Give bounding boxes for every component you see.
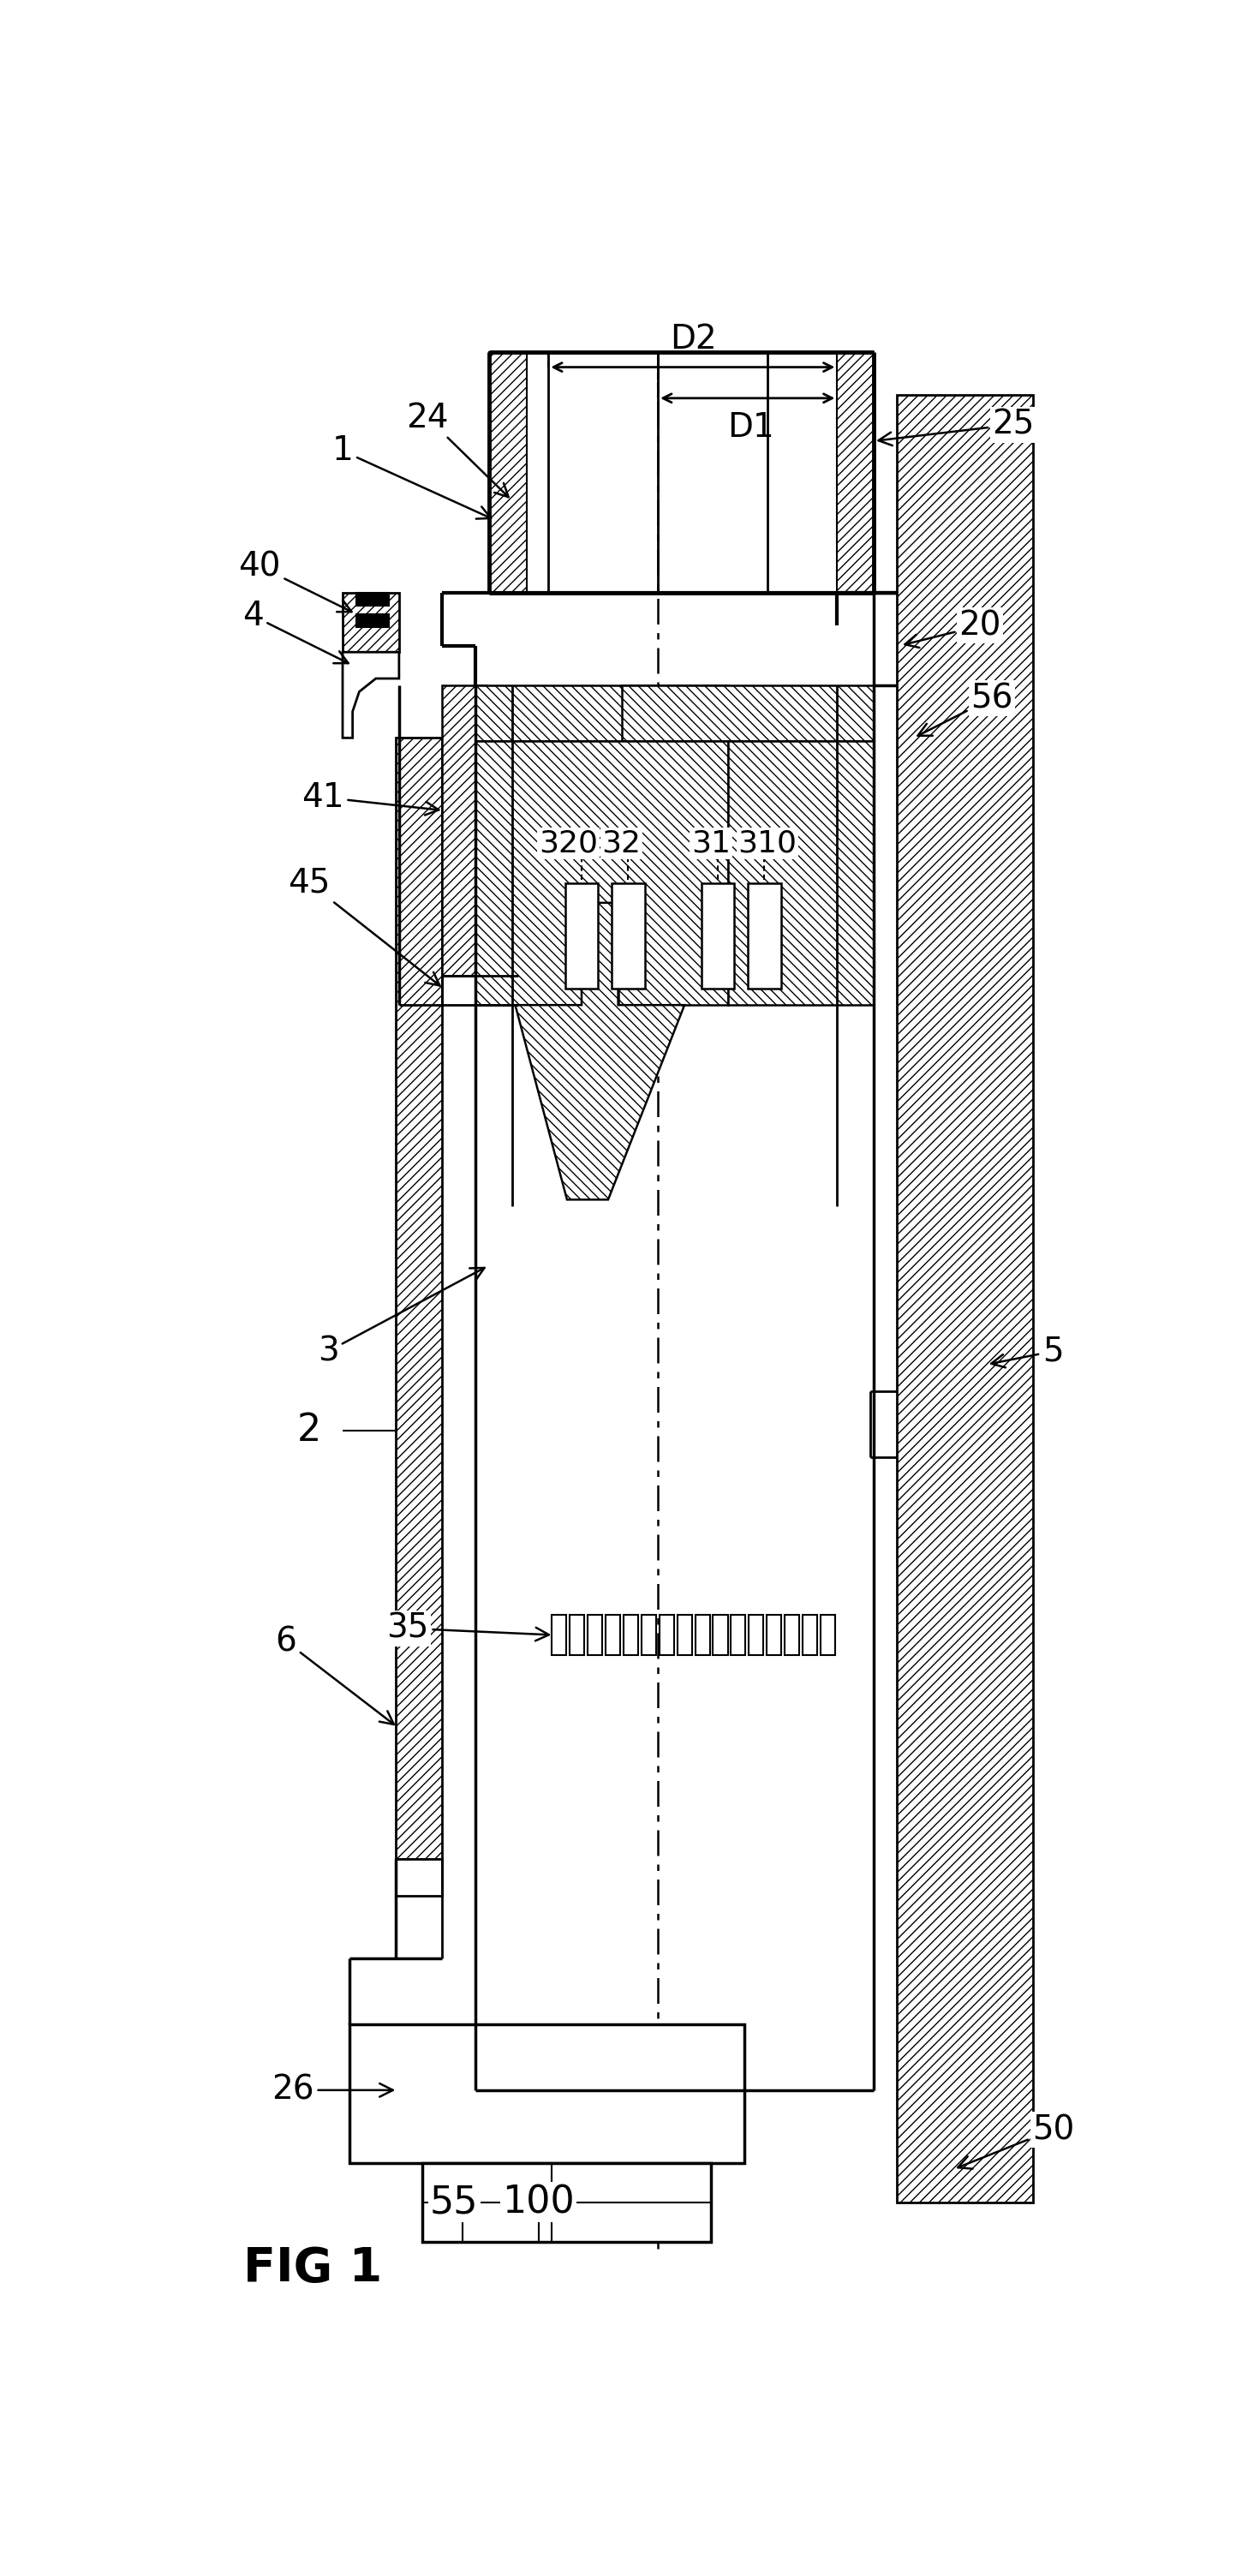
Text: 310: 310	[737, 829, 798, 858]
Bar	[714, 1615, 727, 1654]
Bar	[606, 1615, 621, 1654]
Bar	[623, 1615, 638, 1654]
Bar	[475, 685, 727, 742]
Bar	[695, 1615, 710, 1654]
Bar	[588, 1615, 602, 1654]
Polygon shape	[475, 742, 727, 1005]
Polygon shape	[727, 742, 874, 1005]
Bar	[566, 884, 598, 989]
Text: 24: 24	[406, 402, 508, 497]
Bar	[552, 1615, 567, 1654]
Bar	[396, 737, 443, 1860]
Bar	[701, 884, 735, 989]
Bar	[622, 685, 874, 742]
Polygon shape	[515, 902, 685, 1200]
Text: 40: 40	[238, 551, 351, 613]
Text: 3: 3	[317, 1267, 484, 1368]
Bar	[396, 1860, 443, 1896]
Text: 1: 1	[332, 435, 492, 518]
Text: 32: 32	[602, 829, 641, 858]
Bar	[489, 353, 527, 592]
Bar	[838, 353, 874, 592]
Bar	[569, 1615, 584, 1654]
Bar	[803, 1615, 818, 1654]
Bar	[660, 1615, 673, 1654]
Bar	[747, 884, 781, 989]
Text: 20: 20	[905, 611, 1001, 647]
Text: 5: 5	[991, 1334, 1063, 1368]
Text: 25: 25	[878, 407, 1035, 446]
Text: 35: 35	[386, 1613, 549, 1643]
Text: D2: D2	[670, 322, 716, 355]
Bar	[749, 1615, 764, 1654]
Bar	[677, 1615, 692, 1654]
Text: D1: D1	[727, 412, 774, 443]
Bar	[342, 592, 399, 652]
Text: 56: 56	[918, 683, 1013, 737]
Text: 100: 100	[502, 2184, 574, 2221]
Bar	[612, 884, 645, 989]
Bar	[356, 592, 389, 605]
Bar	[350, 2025, 744, 2164]
Text: 41: 41	[301, 781, 439, 814]
Text: 2: 2	[297, 1412, 321, 1448]
Polygon shape	[342, 652, 399, 737]
Text: 50: 50	[958, 2112, 1075, 2169]
Text: 55: 55	[430, 2184, 478, 2221]
Text: FIG 1: FIG 1	[243, 2246, 382, 2293]
Bar	[423, 2164, 711, 2241]
Text: 6: 6	[276, 1625, 394, 1723]
Bar	[443, 685, 485, 976]
Text: 31: 31	[691, 829, 731, 858]
Bar	[356, 613, 389, 626]
Bar	[785, 1615, 799, 1654]
Text: 45: 45	[288, 866, 440, 987]
Bar	[820, 1615, 835, 1654]
Text: 320: 320	[539, 829, 598, 858]
Bar	[731, 1615, 746, 1654]
Bar	[641, 1615, 656, 1654]
Bar	[897, 394, 1033, 2202]
Text: 4: 4	[242, 600, 349, 662]
Text: 26: 26	[272, 2074, 393, 2107]
Bar	[766, 1615, 781, 1654]
